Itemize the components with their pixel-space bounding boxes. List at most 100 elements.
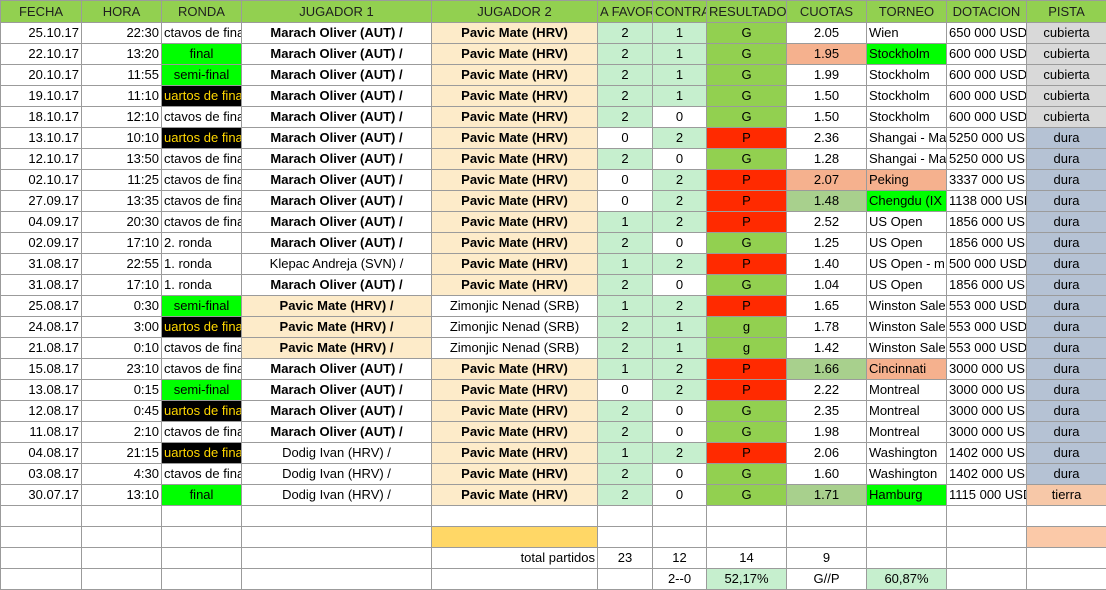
jugador1-cell[interactable]: Marach Oliver (AUT) /	[242, 86, 432, 107]
empty-cell[interactable]	[242, 527, 432, 548]
torneo-cell[interactable]: Hamburg	[867, 485, 947, 506]
contra-cell[interactable]: 1	[653, 44, 707, 65]
jugador1-cell[interactable]: Marach Oliver (AUT) /	[242, 233, 432, 254]
torneo-cell[interactable]: Wien	[867, 23, 947, 44]
cuotas-cell[interactable]: 1.66	[787, 359, 867, 380]
fecha-cell[interactable]: 13.10.17	[1, 128, 82, 149]
jugador1-cell[interactable]: Marach Oliver (AUT) /	[242, 65, 432, 86]
resultado-total-value[interactable]: 14	[707, 548, 787, 569]
jugador2-cell[interactable]: Pavic Mate (HRV)	[432, 23, 598, 44]
empty-cell[interactable]	[947, 569, 1027, 590]
torneo-cell[interactable]: Winston Sale	[867, 317, 947, 338]
resultado-cell[interactable]: G	[707, 485, 787, 506]
dotacion-cell[interactable]: 1402 000 USD	[947, 464, 1027, 485]
jugador2-cell[interactable]: Pavic Mate (HRV)	[432, 191, 598, 212]
hora-cell[interactable]: 22:55	[82, 254, 162, 275]
a-favor-cell[interactable]: 1	[598, 254, 653, 275]
ronda-cell[interactable]: ctavos de fina	[162, 422, 242, 443]
cuotas-cell[interactable]: 1.28	[787, 149, 867, 170]
cuotas-cell[interactable]: 1.42	[787, 338, 867, 359]
a-favor-cell[interactable]: 1	[598, 359, 653, 380]
empty-cell[interactable]	[1027, 527, 1106, 548]
fecha-cell[interactable]: 12.10.17	[1, 149, 82, 170]
pista-cell[interactable]: dura	[1027, 338, 1106, 359]
ronda-cell[interactable]: ctavos de fina	[162, 23, 242, 44]
empty-cell[interactable]	[1, 506, 82, 527]
torneo-cell[interactable]: US Open	[867, 212, 947, 233]
torneo-cell[interactable]: Cincinnati	[867, 359, 947, 380]
dotacion-cell[interactable]: 1115 000 USD	[947, 485, 1027, 506]
empty-cell[interactable]	[947, 506, 1027, 527]
jugador1-cell[interactable]: Pavic Mate (HRV) /	[242, 338, 432, 359]
jugador2-cell[interactable]: Zimonjic Nenad (SRB)	[432, 296, 598, 317]
hora-cell[interactable]: 4:30	[82, 464, 162, 485]
fecha-cell[interactable]: 13.08.17	[1, 380, 82, 401]
fecha-cell[interactable]: 02.10.17	[1, 170, 82, 191]
torneo-cell[interactable]: Washington	[867, 443, 947, 464]
contra-cell[interactable]: 1	[653, 86, 707, 107]
empty-cell[interactable]	[598, 569, 653, 590]
resultado-cell[interactable]: g	[707, 338, 787, 359]
empty-cell[interactable]	[947, 548, 1027, 569]
a-favor-cell[interactable]: 1	[598, 443, 653, 464]
hora-cell[interactable]: 11:10	[82, 86, 162, 107]
torneo-cell[interactable]: Stockholm	[867, 107, 947, 128]
jugador1-cell[interactable]: Marach Oliver (AUT) /	[242, 128, 432, 149]
jugador1-cell[interactable]: Klepac Andreja (SVN) /	[242, 254, 432, 275]
pista-cell[interactable]: dura	[1027, 191, 1106, 212]
fecha-cell[interactable]: 25.10.17	[1, 23, 82, 44]
ronda-cell[interactable]: final	[162, 44, 242, 65]
jugador1-cell[interactable]: Marach Oliver (AUT) /	[242, 44, 432, 65]
cuotas-cell[interactable]: 1.60	[787, 464, 867, 485]
a-favor-cell[interactable]: 2	[598, 338, 653, 359]
ronda-cell[interactable]: 2. ronda	[162, 233, 242, 254]
empty-cell[interactable]	[242, 506, 432, 527]
contra-cell[interactable]: 0	[653, 275, 707, 296]
hora-cell[interactable]: 0:45	[82, 401, 162, 422]
fecha-cell[interactable]: 18.10.17	[1, 107, 82, 128]
a-favor-cell[interactable]: 2	[598, 44, 653, 65]
contra-cell[interactable]: 0	[653, 233, 707, 254]
ronda-cell[interactable]: final	[162, 485, 242, 506]
fecha-cell[interactable]: 30.07.17	[1, 485, 82, 506]
resultado-cell[interactable]: g	[707, 317, 787, 338]
ronda-cell[interactable]: 1. ronda	[162, 254, 242, 275]
cuotas-cell[interactable]: 1.71	[787, 485, 867, 506]
contra-cell[interactable]: 1	[653, 338, 707, 359]
a-favor-cell[interactable]: 1	[598, 296, 653, 317]
fecha-cell[interactable]: 04.09.17	[1, 212, 82, 233]
fecha-cell[interactable]: 03.08.17	[1, 464, 82, 485]
hora-cell[interactable]: 0:30	[82, 296, 162, 317]
contra-cell[interactable]: 2	[653, 191, 707, 212]
empty-cell[interactable]	[242, 548, 432, 569]
hora-cell[interactable]: 13:10	[82, 485, 162, 506]
fecha-cell[interactable]: 25.08.17	[1, 296, 82, 317]
fecha-cell[interactable]: 24.08.17	[1, 317, 82, 338]
empty-cell[interactable]	[653, 506, 707, 527]
cuotas-cell[interactable]: 1.04	[787, 275, 867, 296]
a-favor-cell[interactable]: 2	[598, 23, 653, 44]
jugador1-cell[interactable]: Marach Oliver (AUT) /	[242, 359, 432, 380]
jugador1-cell[interactable]: Pavic Mate (HRV) /	[242, 317, 432, 338]
cuotas-cell[interactable]: 1.50	[787, 107, 867, 128]
hora-cell[interactable]: 0:15	[82, 380, 162, 401]
contra-cell[interactable]: 1	[653, 23, 707, 44]
resultado-cell[interactable]: P	[707, 359, 787, 380]
cuotas-cell[interactable]: 1.99	[787, 65, 867, 86]
ronda-cell[interactable]: ctavos de fina	[162, 464, 242, 485]
dotacion-cell[interactable]: 1856 000 USD	[947, 212, 1027, 233]
jugador2-cell[interactable]: Pavic Mate (HRV)	[432, 422, 598, 443]
empty-cell[interactable]	[1027, 548, 1106, 569]
torneo-cell[interactable]: Montreal	[867, 422, 947, 443]
torneo-cell[interactable]: Montreal	[867, 380, 947, 401]
jugador2-cell[interactable]: Pavic Mate (HRV)	[432, 65, 598, 86]
contra-cell[interactable]: 1	[653, 317, 707, 338]
resultado-cell[interactable]: G	[707, 275, 787, 296]
empty-cell[interactable]	[1027, 569, 1106, 590]
resultado-cell[interactable]: P	[707, 296, 787, 317]
empty-cell[interactable]	[598, 527, 653, 548]
torneo-cell[interactable]: Montreal	[867, 401, 947, 422]
a-favor-cell[interactable]: 1	[598, 212, 653, 233]
resultado-cell[interactable]: G	[707, 149, 787, 170]
cuotas-cell[interactable]: 1.78	[787, 317, 867, 338]
